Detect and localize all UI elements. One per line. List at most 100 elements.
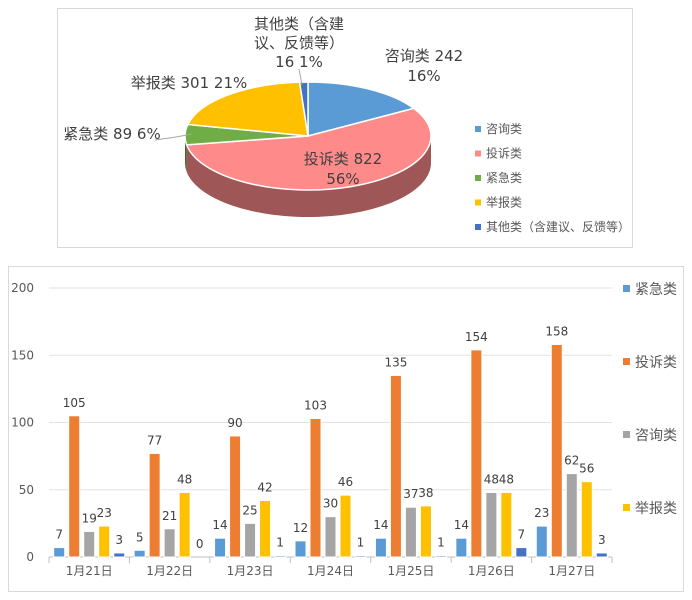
pie-labels: 咨询类 242 16% 投诉类 822 56% 紧急类 89 6% 举报类 301 21%… xyxy=(63,15,463,188)
bar xyxy=(244,522,257,558)
data-label: 77 xyxy=(147,433,162,447)
bar xyxy=(214,537,227,558)
y-tick-label: 50 xyxy=(19,483,34,497)
data-label: 1 xyxy=(437,536,445,550)
bar xyxy=(309,417,322,558)
x-tick-label: 1月27日 xyxy=(548,564,595,578)
bar xyxy=(259,500,272,558)
bar xyxy=(389,374,402,558)
legend-swatch xyxy=(475,126,481,132)
pie-slice xyxy=(307,81,416,137)
x-tick-label: 1月26日 xyxy=(468,564,515,578)
pie-top-faces xyxy=(184,81,432,191)
data-label: 23 xyxy=(534,506,549,520)
bar xyxy=(434,555,447,558)
bar xyxy=(515,547,528,558)
bar xyxy=(274,555,287,558)
data-label: 105 xyxy=(63,396,86,410)
x-tick-label: 1月25日 xyxy=(387,564,434,578)
legend-label: 咨询类 xyxy=(635,428,677,444)
data-label: 14 xyxy=(212,518,227,532)
data-label: 90 xyxy=(227,416,242,430)
pie-slice-label: 咨询类 242 xyxy=(385,47,463,65)
pie-slice-label: 紧急类 89 6% xyxy=(63,125,160,143)
legend-swatch xyxy=(475,224,481,230)
bar xyxy=(53,547,66,558)
data-label: 154 xyxy=(465,330,488,344)
bar xyxy=(133,549,146,558)
data-label: 0 xyxy=(196,537,204,551)
pie-slice-label: 56% xyxy=(326,170,359,188)
bar xyxy=(163,528,176,558)
legend-swatch xyxy=(475,150,481,157)
bar xyxy=(83,530,96,558)
pie-slice-label: 议、反馈等） xyxy=(254,34,344,52)
bar xyxy=(374,537,387,558)
leader-line xyxy=(298,68,303,86)
bar xyxy=(113,552,126,558)
pie-slice xyxy=(298,81,309,137)
bar xyxy=(455,537,468,558)
bar xyxy=(550,343,563,558)
legend-label: 投诉类 xyxy=(635,355,677,371)
legend-swatch xyxy=(475,175,481,181)
data-label: 46 xyxy=(338,475,353,489)
leader-line xyxy=(154,133,193,141)
x-tick-label: 1月22日 xyxy=(146,564,193,578)
legend-label: 其他类（含建议、反馈等） xyxy=(486,219,630,234)
y-tick-label: 150 xyxy=(11,348,34,362)
bar xyxy=(229,435,242,558)
pie-chart-panel: 咨询类 242 16% 投诉类 822 56% 紧急类 89 6% 举报类 301 21%… xyxy=(57,8,633,248)
x-tick-label: 1月21日 xyxy=(66,564,113,578)
y-tick-label: 100 xyxy=(11,416,34,430)
data-label: 3 xyxy=(598,533,606,547)
data-label: 48 xyxy=(484,472,499,486)
pie-chart: 咨询类 242 16% 投诉类 822 56% 紧急类 89 6% 举报类 301 21%… xyxy=(63,15,630,234)
data-label: 14 xyxy=(373,518,388,532)
bar xyxy=(535,525,548,558)
legend-swatch xyxy=(623,504,630,511)
pie-slice xyxy=(186,81,309,137)
data-label: 23 xyxy=(97,506,112,520)
bar xyxy=(419,505,432,558)
bars xyxy=(53,343,608,558)
data-label: 1 xyxy=(276,536,284,550)
bar xyxy=(98,525,111,558)
pie-slice-label: 16 1% xyxy=(275,53,323,71)
legend-swatch xyxy=(475,199,481,206)
bar xyxy=(339,494,352,558)
x-tick-label: 1月24日 xyxy=(307,564,354,578)
data-label: 12 xyxy=(293,521,308,535)
bar xyxy=(470,349,483,558)
x-tick-label: 1月23日 xyxy=(227,564,274,578)
legend-label: 紧急类 xyxy=(635,282,677,298)
legend-label: 紧急类 xyxy=(486,170,522,185)
data-label: 38 xyxy=(418,486,433,500)
legend-label: 举报类 xyxy=(635,501,677,517)
y-tick-label: 0 xyxy=(26,550,34,564)
bar xyxy=(565,473,578,558)
data-label: 62 xyxy=(564,454,579,468)
data-label: 48 xyxy=(177,472,192,486)
bar xyxy=(500,491,513,558)
data-label: 158 xyxy=(545,324,568,338)
bar xyxy=(485,491,498,558)
legend-swatch xyxy=(623,285,630,292)
bar xyxy=(324,516,337,558)
bar xyxy=(148,452,161,558)
data-label: 7 xyxy=(55,528,63,542)
bar xyxy=(354,555,367,558)
data-label: 48 xyxy=(499,472,514,486)
data-label: 25 xyxy=(242,503,257,517)
bar xyxy=(178,491,191,558)
bar xyxy=(294,540,307,558)
pie-slice-label: 举报类 301 21% xyxy=(131,74,248,92)
data-label: 19 xyxy=(82,511,97,525)
legend-swatch xyxy=(623,358,630,365)
pie-slice-side xyxy=(186,136,431,218)
data-label: 21 xyxy=(162,509,177,523)
